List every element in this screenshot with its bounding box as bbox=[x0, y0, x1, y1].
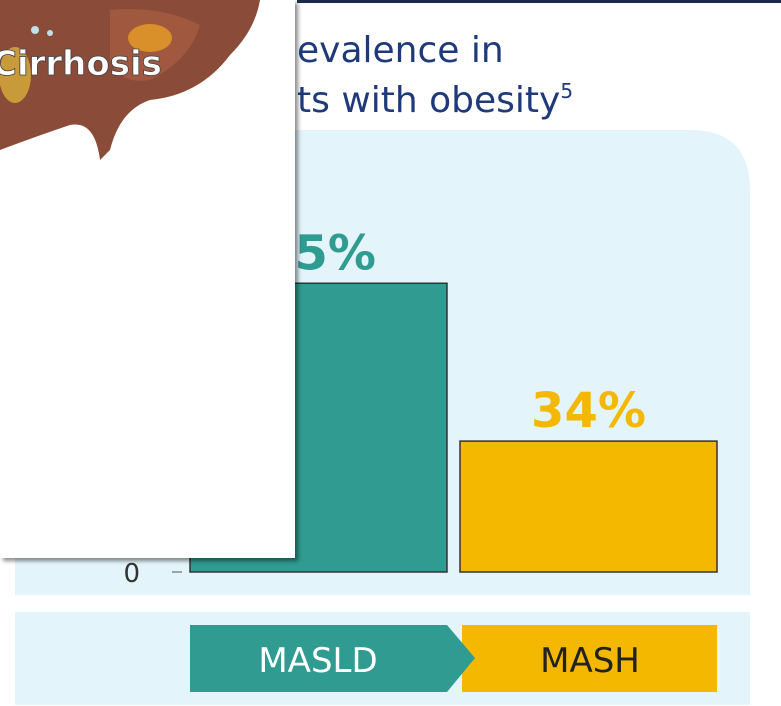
liver-image: Cirrhosis bbox=[0, 0, 260, 160]
liver-shape bbox=[0, 0, 260, 160]
liver-dot bbox=[31, 26, 39, 34]
bar bbox=[459, 440, 718, 573]
category-label: MASLD bbox=[258, 641, 377, 681]
overlay-label: Cirrhosis bbox=[0, 44, 162, 84]
value-label: 34% bbox=[531, 383, 646, 439]
liver-spot bbox=[0, 47, 31, 103]
title-note: 5 bbox=[560, 79, 573, 103]
liver-dot bbox=[47, 30, 53, 36]
y-tick-label: 0 bbox=[123, 559, 140, 589]
title-text: ts with obesity bbox=[297, 80, 560, 121]
category-arrow bbox=[190, 625, 475, 692]
category-label: MASH bbox=[540, 641, 640, 681]
category-box bbox=[462, 625, 717, 692]
title-line: evalence in bbox=[297, 30, 504, 71]
top-border bbox=[297, 0, 781, 3]
overlay-panel: Cirrhosis bbox=[0, 0, 295, 558]
liver-spot bbox=[128, 24, 172, 52]
title-line: ts with obesity5 bbox=[297, 79, 573, 121]
